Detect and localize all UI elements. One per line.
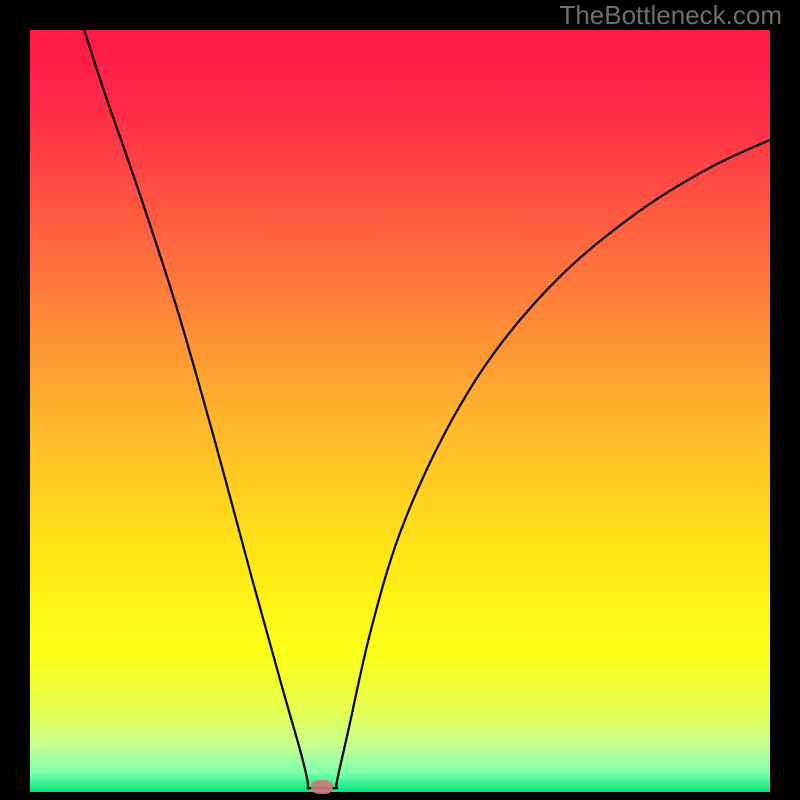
chart-frame: TheBottleneck.com: [0, 0, 800, 800]
plot-background: [30, 30, 770, 792]
watermark-text: TheBottleneck.com: [559, 0, 782, 31]
optimum-marker: [311, 780, 333, 794]
chart-svg: [0, 0, 800, 800]
